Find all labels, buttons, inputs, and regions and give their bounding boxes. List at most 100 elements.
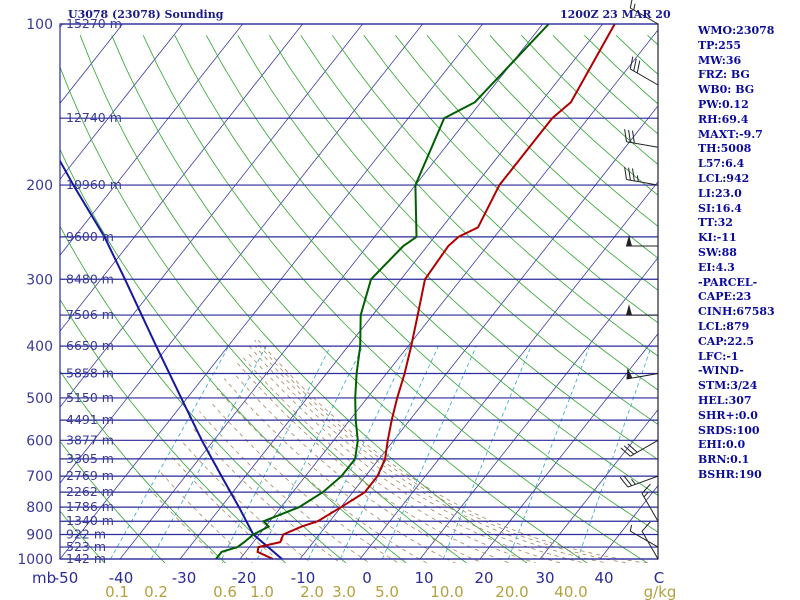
index-entry: MAXT:-9.7 [698, 127, 763, 141]
dry-adiabat-line [60, 66, 468, 563]
moist-adiabat-line [216, 388, 428, 563]
dry-adiabat-line [205, 35, 658, 496]
index-entry: SRDS:100 [698, 423, 760, 437]
pressure-tick-label: 100 [26, 17, 53, 33]
moist-adiabat-line [192, 428, 342, 563]
background-lines [0, 24, 800, 570]
isotherm-line [539, 408, 658, 560]
height-label: 7506 m [66, 307, 114, 322]
height-label: 5858 m [66, 365, 114, 380]
moist-adiabat-line [170, 455, 283, 563]
isotherm-line [179, 24, 603, 560]
index-entry: LI:23.0 [698, 186, 742, 200]
station-title: U3078 (23078) Sounding [68, 8, 224, 21]
temperature-tick-label: 10 [414, 569, 433, 587]
temperature-tick-label: 20 [474, 569, 493, 587]
pressure-tick-label: 800 [26, 500, 53, 516]
index-entry: -WIND- [698, 364, 744, 378]
height-label: 6650 m [66, 338, 114, 353]
dry-adiabat-line [363, 35, 658, 324]
index-entry: HEL:307 [698, 393, 752, 407]
dry-adiabat-line [60, 298, 287, 563]
index-entry: L57:6.4 [698, 157, 745, 171]
sounding-profiles [60, 24, 616, 560]
index-entry: LFC:-1 [698, 349, 739, 363]
index-entry: MW:36 [698, 53, 742, 67]
isotherm-line [60, 24, 423, 484]
mixing-ratio-tick-label: 0.6 [213, 583, 237, 600]
temperature-tick-label: 0 [362, 569, 372, 587]
height-label: 142 m [66, 551, 106, 566]
index-entry: STM:3/24 [698, 379, 758, 393]
mixing-ratio-line [507, 345, 590, 560]
index-entry: SI:16.4 [698, 201, 742, 215]
wind-barb [624, 129, 659, 148]
dry-adiabat-line [79, 35, 528, 563]
index-entry: WMO:23078 [698, 24, 775, 37]
mixing-ratio-line [221, 345, 331, 560]
wind-barb [619, 475, 659, 488]
dry-adiabat-line [774, 35, 800, 570]
mixing-ratio-tick-label: 3.0 [332, 583, 356, 600]
pressure-tick-label: 700 [26, 469, 53, 485]
wind-barb [641, 483, 659, 522]
index-entry: RH:69.4 [698, 112, 749, 126]
moist-adiabat-line [180, 440, 312, 563]
isotherm-line [479, 333, 658, 560]
dry-adiabat-line [268, 35, 658, 425]
parcel-curve [60, 158, 283, 560]
dry-adiabat-line [300, 35, 658, 391]
moist-adiabat-line [246, 351, 563, 563]
index-entry: CAP:22.5 [698, 334, 755, 348]
height-label: 4491 m [66, 412, 114, 427]
mixing-ratio-tick-label: 0.2 [144, 583, 168, 600]
wind-barb [629, 524, 659, 548]
wind-barb [641, 521, 659, 560]
isotherm-line [60, 24, 183, 180]
mixing-ratio-line [381, 345, 477, 560]
index-entry: EHI:0.0 [698, 438, 746, 452]
height-label: 10960 m [66, 177, 122, 192]
mixing-ratio-tick-label: 2.0 [300, 583, 324, 600]
height-label: 5150 m [66, 390, 114, 405]
mixing-ratio-line [577, 345, 652, 560]
height-label: 1340 m [66, 513, 114, 528]
pressure-tick-label: 1000 [17, 552, 53, 568]
index-entry: TP:255 [698, 38, 742, 52]
pressure-tick-label: 900 [26, 528, 53, 544]
mixing-ratio-tick-label: g/kg [644, 583, 677, 600]
temperature-tick-label: -10 [291, 569, 316, 587]
temperature-tick-label: -50 [54, 569, 79, 587]
index-entry: TH:5008 [698, 142, 752, 156]
moist-adiabat-line [248, 345, 587, 563]
temperature-curve [256, 24, 616, 560]
index-entry: CAPE:23 [698, 290, 752, 304]
isobars [60, 23, 658, 560]
height-label: 2769 m [66, 468, 114, 483]
height-label: 9600 m [66, 229, 114, 244]
dry-adiabat-line [142, 35, 649, 563]
dry-adiabat-line [111, 35, 588, 563]
pressure-tick-label: 500 [26, 391, 53, 407]
dewpoint-curve [215, 24, 550, 560]
wind-barb [629, 56, 659, 86]
dry-adiabat-line [0, 35, 51, 570]
mixing-ratio-tick-label: 20.0 [495, 583, 528, 600]
moist-adiabat-line [199, 411, 371, 563]
index-entry: WB0: BG [698, 83, 755, 97]
dry-adiabat-line [331, 35, 658, 357]
pressure-tick-label: 200 [26, 178, 53, 194]
pressure-tick-label: 600 [26, 433, 53, 449]
mixing-ratio-line [256, 345, 364, 560]
index-entry: SHR+:0.0 [698, 408, 758, 422]
height-label: 2262 m [66, 484, 114, 499]
dry-adiabat-line [174, 35, 658, 533]
index-entry: -PARCEL- [698, 275, 758, 289]
isotherm-line [299, 105, 658, 560]
isotherm-line [0, 24, 3, 559]
wind-barb [626, 304, 658, 316]
pressure-tick-label: 300 [26, 272, 53, 288]
dry-adiabat-line [60, 370, 226, 563]
mixing-ratio-line [339, 345, 439, 560]
